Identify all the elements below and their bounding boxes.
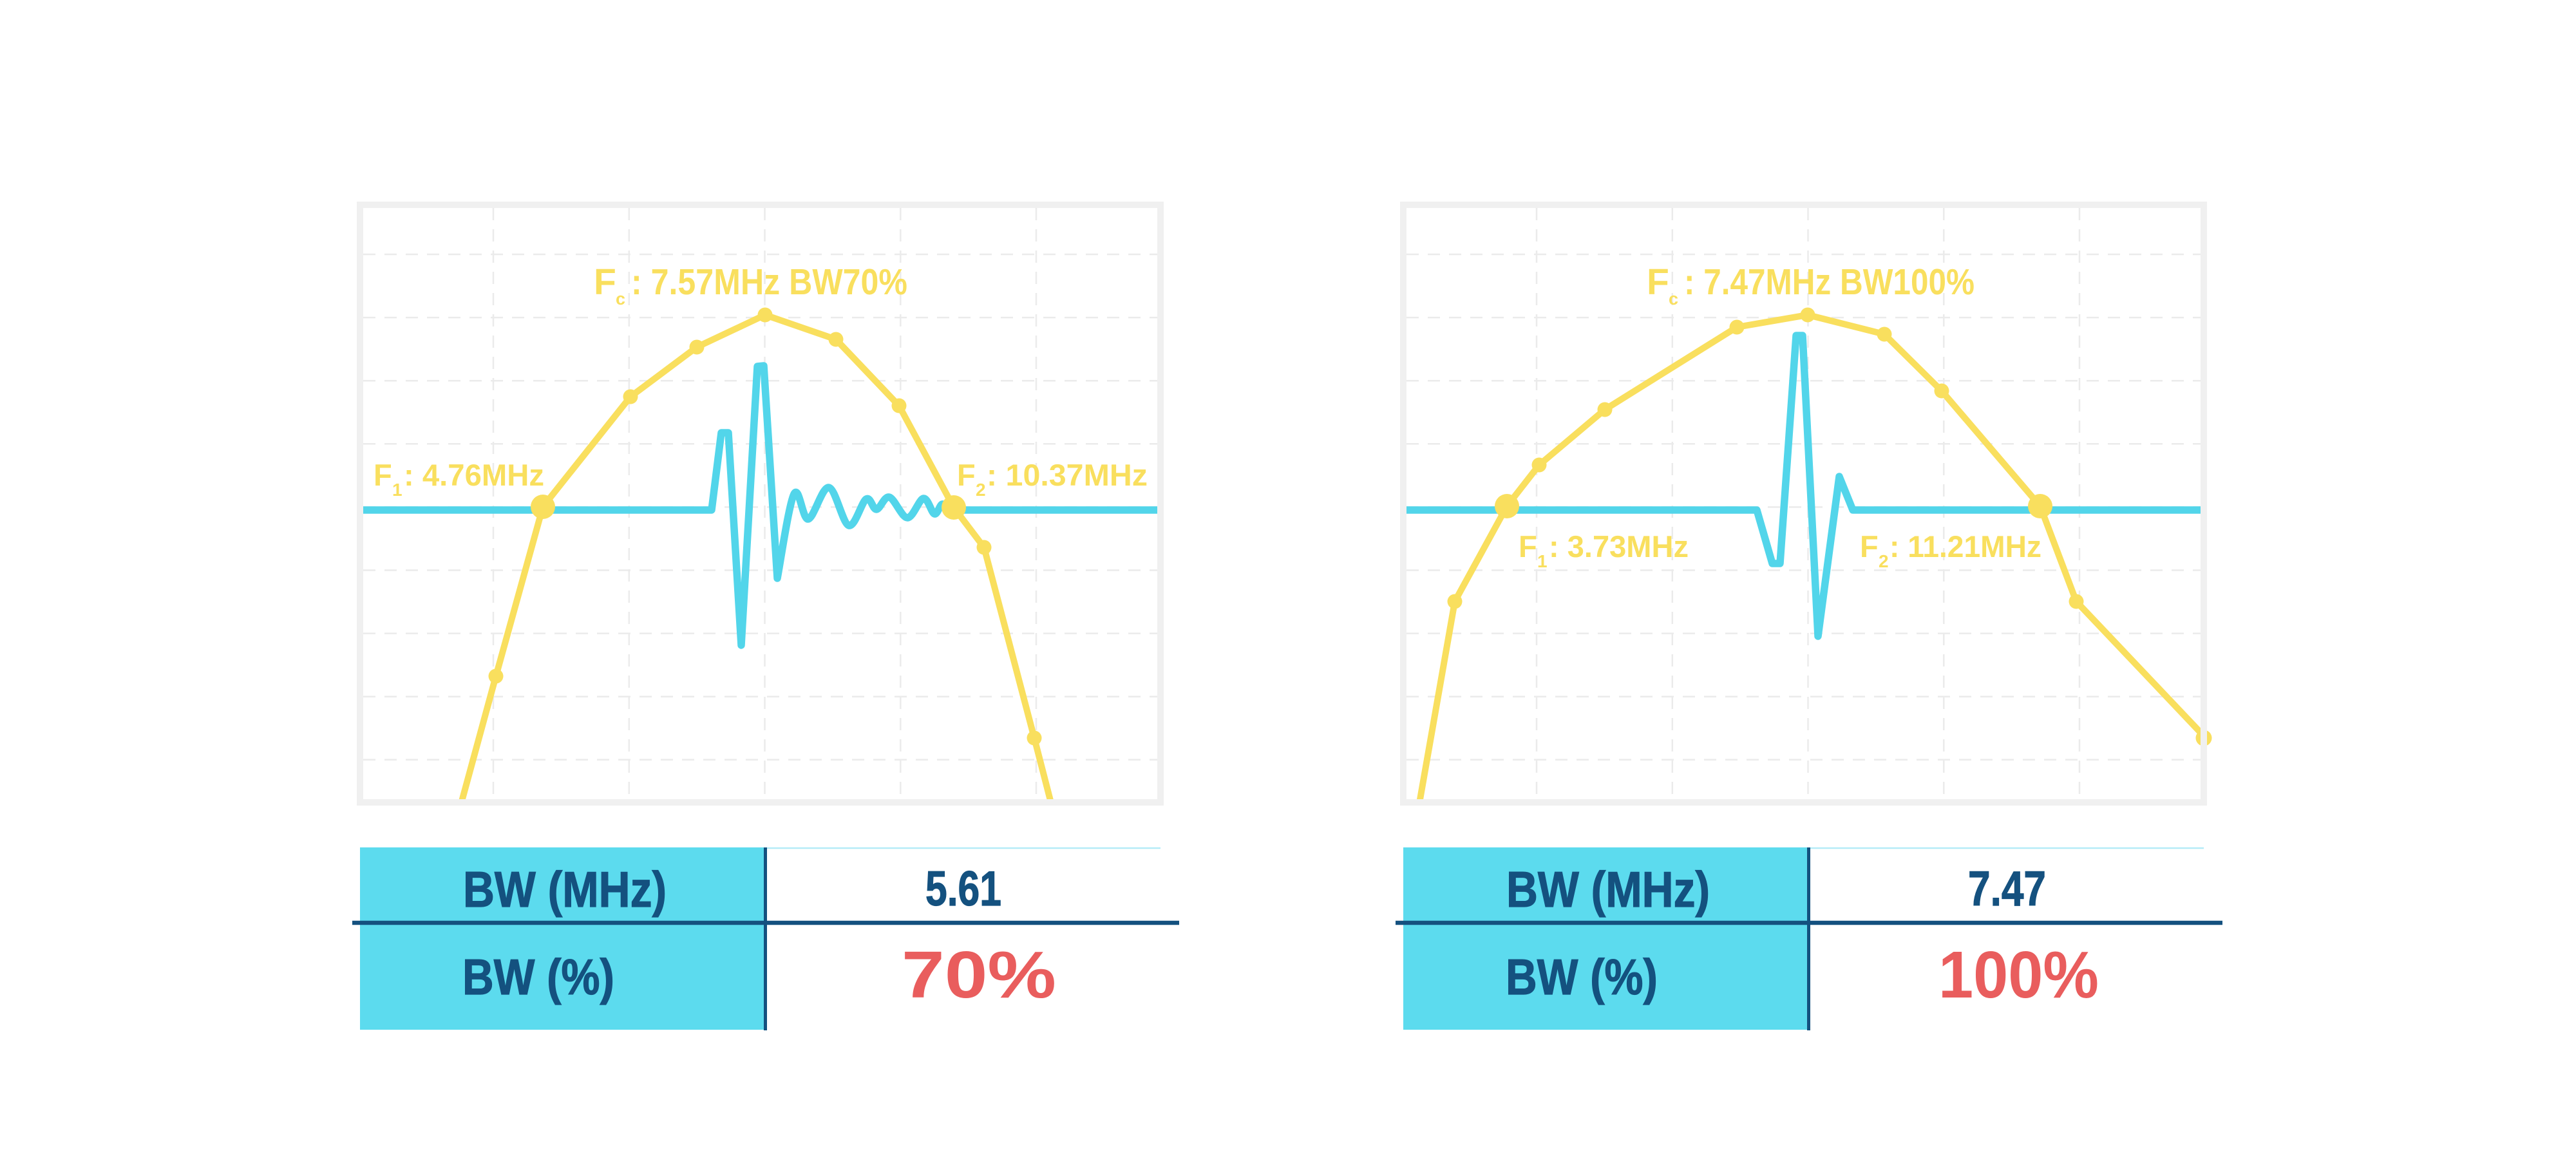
svg-text:F: F <box>374 458 392 492</box>
svg-text:7.47: 7.47 <box>1968 862 2046 916</box>
svg-text:F: F <box>594 261 616 303</box>
svg-text:F: F <box>1519 529 1537 563</box>
svg-text:2: 2 <box>1879 551 1889 571</box>
svg-text:70%: 70% <box>902 938 1056 1012</box>
svg-text:: 7.47MHz BW100%: : 7.47MHz BW100% <box>1684 261 1975 303</box>
svg-text:F: F <box>957 458 976 492</box>
svg-text:BW (MHz): BW (MHz) <box>1506 861 1710 918</box>
svg-text:: 3.73MHz: : 3.73MHz <box>1549 529 1689 563</box>
svg-text:: 11.21MHz: : 11.21MHz <box>1889 529 2041 563</box>
svg-text:c: c <box>616 289 625 308</box>
svg-text:: 4.76MHz: : 4.76MHz <box>404 458 544 492</box>
svg-text:BW (%): BW (%) <box>1506 949 1658 1005</box>
svg-text:F: F <box>1647 261 1669 303</box>
svg-text:: 10.37MHz: : 10.37MHz <box>987 458 1148 492</box>
svg-text:c: c <box>1669 289 1678 308</box>
svg-text:100%: 100% <box>1938 938 2099 1012</box>
svg-text:BW (%): BW (%) <box>462 949 614 1005</box>
svg-text:1: 1 <box>1537 551 1548 571</box>
svg-text:: 7.57MHz BW70%: : 7.57MHz BW70% <box>631 261 907 303</box>
svg-text:5.61: 5.61 <box>925 862 1001 916</box>
svg-text:F: F <box>1860 529 1879 563</box>
svg-text:BW (MHz): BW (MHz) <box>463 861 667 918</box>
svg-text:2: 2 <box>976 480 986 500</box>
svg-text:1: 1 <box>392 480 402 500</box>
